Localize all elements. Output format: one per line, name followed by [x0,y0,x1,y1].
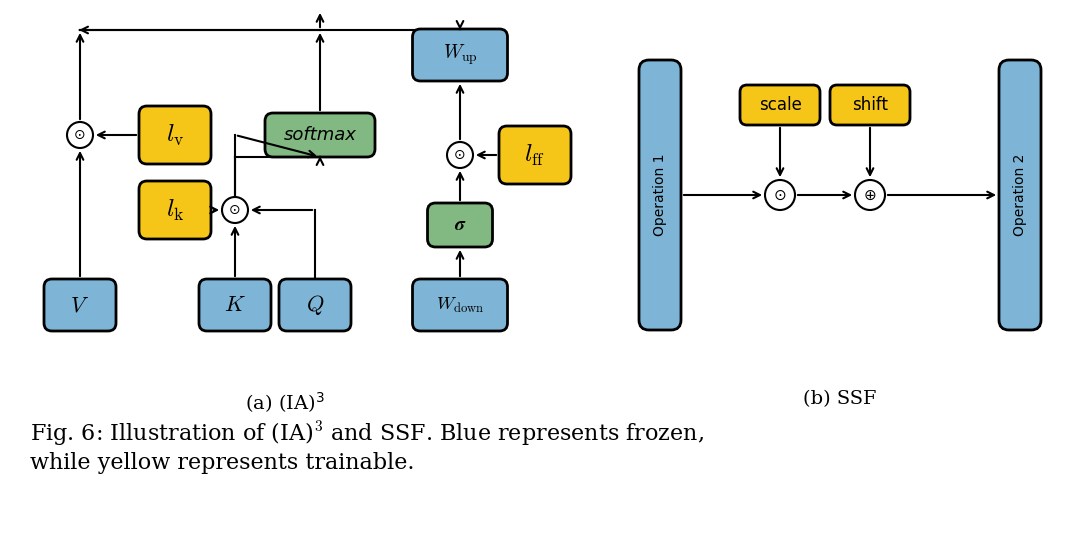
Text: ⊙: ⊙ [455,148,465,162]
FancyBboxPatch shape [265,113,375,157]
Text: ⊙: ⊙ [75,128,85,142]
FancyBboxPatch shape [279,279,351,331]
FancyBboxPatch shape [831,85,910,125]
FancyBboxPatch shape [499,126,571,184]
Text: shift: shift [852,96,888,114]
FancyBboxPatch shape [44,279,116,331]
FancyBboxPatch shape [139,106,211,164]
Text: $Q$: $Q$ [306,293,324,317]
FancyBboxPatch shape [199,279,271,331]
FancyBboxPatch shape [999,60,1041,330]
FancyBboxPatch shape [639,60,681,330]
Text: $l_{\mathrm{v}}$: $l_{\mathrm{v}}$ [166,122,185,147]
Text: ⊕: ⊕ [864,187,876,202]
Text: $K$: $K$ [225,295,246,315]
FancyBboxPatch shape [139,181,211,239]
Text: $W_{\mathrm{up}}$: $W_{\mathrm{up}}$ [443,43,477,67]
Text: $W_{\mathrm{down}}$: $W_{\mathrm{down}}$ [436,295,484,315]
Text: Operation 2: Operation 2 [1013,154,1027,236]
Text: Fig. 6: Illustration of (IA)$^3$ and SSF. Blue represents frozen,
while yellow r: Fig. 6: Illustration of (IA)$^3$ and SSF… [30,420,704,474]
FancyBboxPatch shape [428,203,492,247]
Text: $l_{\mathrm{k}}$: $l_{\mathrm{k}}$ [165,198,185,223]
Circle shape [765,180,795,210]
Circle shape [855,180,885,210]
Text: Operation 1: Operation 1 [653,154,667,236]
Text: (a) (IA)$^3$: (a) (IA)$^3$ [245,390,325,415]
Circle shape [222,197,248,223]
Text: scale: scale [758,96,801,114]
FancyBboxPatch shape [413,279,508,331]
Text: softmax: softmax [284,126,356,144]
Text: $\boldsymbol{\sigma}$: $\boldsymbol{\sigma}$ [454,216,467,234]
Text: ⊙: ⊙ [229,203,241,217]
FancyBboxPatch shape [740,85,820,125]
Text: (b) SSF: (b) SSF [804,390,877,408]
Text: $l_{\mathrm{ff}}$: $l_{\mathrm{ff}}$ [525,143,545,168]
Circle shape [67,122,93,148]
FancyBboxPatch shape [413,29,508,81]
Text: $V$: $V$ [70,295,90,315]
Text: ⊙: ⊙ [773,187,786,202]
Circle shape [447,142,473,168]
